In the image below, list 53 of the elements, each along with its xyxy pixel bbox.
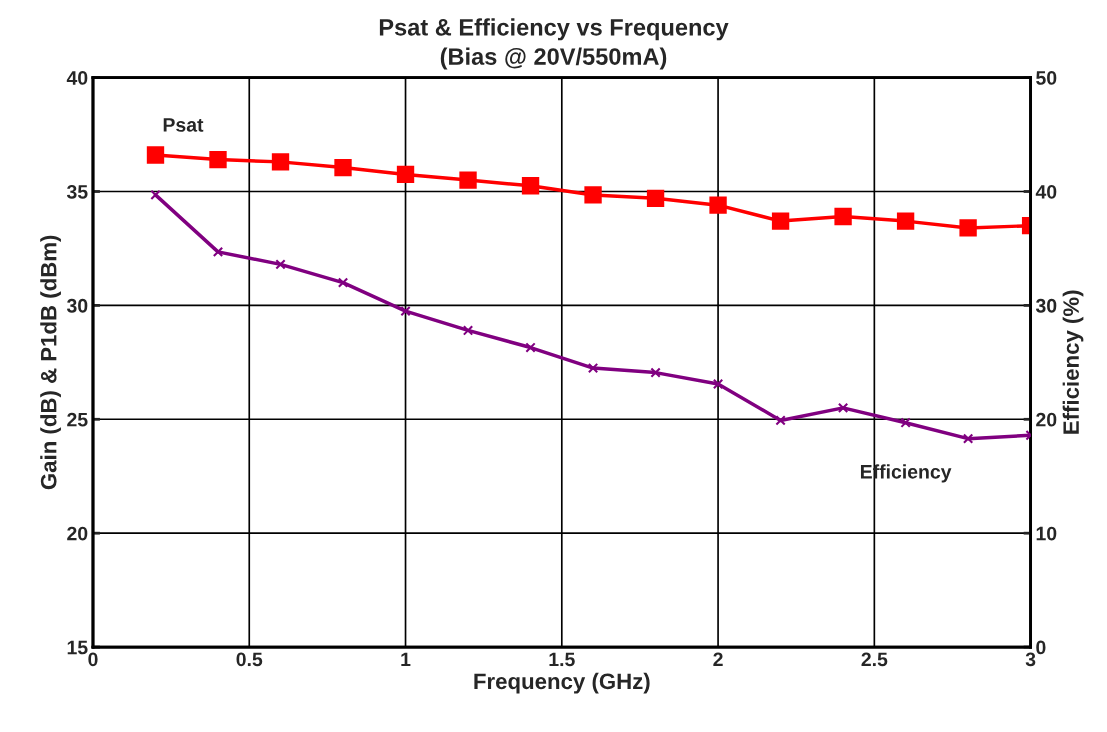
point — [396, 165, 415, 184]
point — [209, 150, 227, 169]
point — [896, 212, 915, 230]
y-tick-label: 30 — [66, 298, 88, 313]
y-axis-title: Gain (dB) & P1dB (dBm) — [40, 235, 61, 490]
point — [771, 212, 790, 230]
x-tick-label: 2 — [713, 652, 723, 667]
y-tick-label: 35 — [66, 184, 88, 199]
point — [525, 342, 536, 353]
y-tick-label: 40 — [66, 71, 88, 85]
point — [900, 417, 911, 428]
point — [521, 177, 540, 195]
point — [587, 362, 599, 374]
point — [834, 207, 852, 226]
y2-tick-label: 10 — [1036, 526, 1057, 541]
x-axis-title: Frequency (GHz) — [474, 672, 650, 694]
y2-tick-label: 20 — [1036, 412, 1057, 427]
point — [775, 415, 786, 426]
y-tick-label: 20 — [67, 526, 88, 541]
x-tick-label: 0.5 — [236, 652, 263, 667]
x-tick-label: 1.5 — [549, 652, 575, 667]
y2-tick-label: 0 — [1036, 640, 1046, 655]
point — [646, 189, 665, 207]
series-label: Psat — [163, 118, 204, 132]
y2-tick-label: 40 — [1035, 184, 1057, 199]
point — [462, 325, 474, 336]
point — [271, 153, 290, 171]
point — [146, 146, 165, 164]
chart-subtitle: (Bias @ 20V/550mA) — [440, 47, 667, 70]
point — [150, 189, 161, 201]
point — [337, 277, 349, 288]
chart-title: Psat & Efficiency vs Frequency — [379, 18, 729, 41]
y-tick-label: 15 — [67, 640, 88, 655]
y2-tick-label: 30 — [1035, 298, 1057, 313]
y-tick-label: 25 — [67, 412, 88, 427]
point — [400, 305, 411, 317]
x-tick-label: 3 — [1025, 652, 1036, 667]
x-tick-label: 1 — [401, 652, 411, 667]
point — [709, 196, 727, 214]
y2-axis-title: Efficiency (%) — [1062, 290, 1084, 434]
x-tick-label: 2.5 — [861, 652, 888, 667]
point — [212, 246, 224, 258]
point — [837, 402, 849, 414]
point — [650, 367, 661, 378]
point — [584, 186, 602, 204]
point — [959, 219, 977, 237]
point — [712, 378, 724, 390]
point — [275, 259, 286, 270]
y2-tick-label: 50 — [1036, 71, 1057, 85]
point — [334, 158, 352, 177]
point — [459, 171, 477, 189]
point — [962, 433, 974, 444]
x-tick-label: 0 — [88, 652, 98, 667]
